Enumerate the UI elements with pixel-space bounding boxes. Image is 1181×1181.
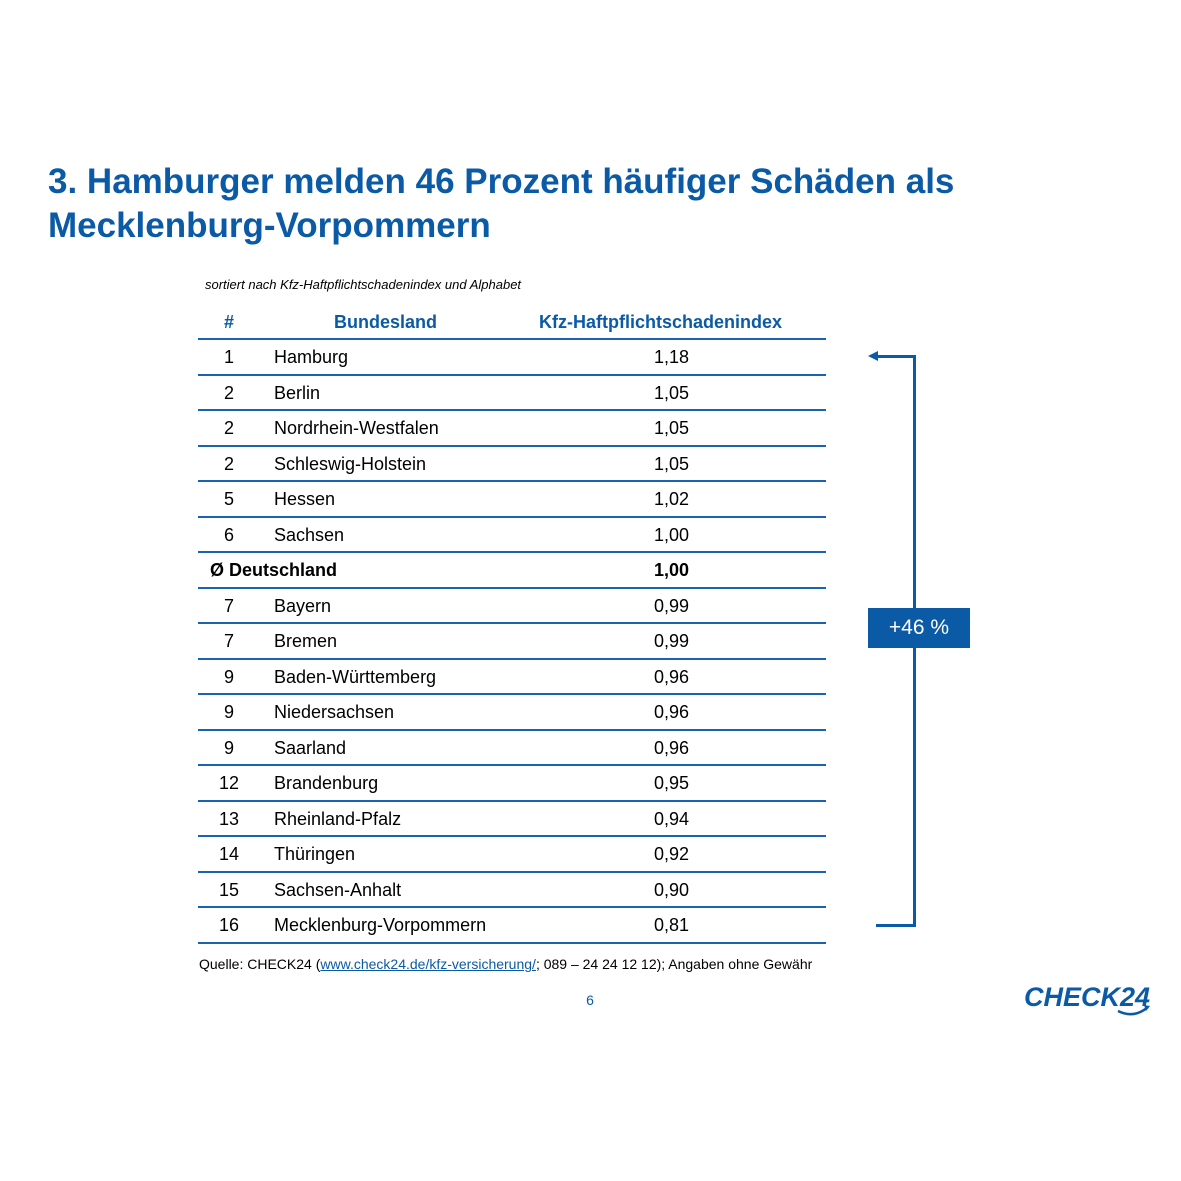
cell-index: 0,95 [654, 773, 690, 793]
cell-rank: 9 [223, 702, 234, 722]
table-row: 7 Bayern 0,99 [198, 589, 826, 624]
header-rank: # [223, 312, 234, 332]
table-row: 6 Sachsen 1,00 [198, 518, 826, 553]
cell-index: 1,02 [654, 489, 690, 509]
cell-rank: 1 [223, 347, 234, 367]
table-row: 1 Hamburg 1,18 [198, 340, 826, 376]
table-row: 16 Mecklenburg-Vorpommern 0,81 [198, 908, 826, 944]
cell-index: 0,99 [654, 631, 690, 651]
cell-index: 0,81 [654, 915, 690, 935]
cell-rank: 12 [218, 773, 240, 793]
cell-bundesland: Berlin [274, 382, 321, 403]
source-suffix: ; 089 – 24 24 12 12); Angaben ohne Gewäh… [535, 956, 813, 972]
cell-bundesland: Niedersachsen [274, 702, 395, 722]
source-link[interactable]: www.check24.de/kfz-versicherung/ [320, 956, 536, 972]
cell-rank: 2 [223, 418, 234, 438]
cell-bundesland: Hamburg [274, 347, 349, 367]
page-title: 3. Hamburger melden 46 Prozent häufiger … [48, 162, 955, 245]
cell-rank: 7 [223, 631, 234, 651]
table-body: 1 Hamburg 1,18 2 Berlin 1,05 2 Nordrhein-Westfa… [198, 340, 826, 944]
table-row: 12 Brandenburg 0,95 [198, 766, 826, 802]
cell-bundesland: Brandenburg [274, 773, 379, 793]
cell-bundesland: Bremen [274, 631, 338, 651]
cell-index: 1,00 [654, 560, 690, 580]
table-row: 2 Nordrhein-Westfalen 1,05 [198, 411, 826, 447]
cell-rank: 9 [223, 737, 234, 758]
cell-bundesland: Rheinland-Pfalz [274, 808, 402, 829]
table-row: 5 Hessen 1,02 [198, 482, 826, 518]
bracket-top [876, 355, 916, 358]
table-row: 9 Baden-Württemberg 0,96 [198, 660, 826, 695]
cell-index: 1,05 [654, 382, 690, 403]
table-subtitle: sortiert nach Kfz-Haftpflichtschadeninde… [205, 277, 522, 292]
cell-index: 1,18 [654, 347, 690, 367]
cell-index: 0,90 [654, 879, 690, 900]
table-row: 13 Rheinland-Pfalz 0,94 [198, 802, 826, 837]
cell-bundesland: Ø Deutschland [210, 560, 338, 580]
cell-bundesland: Schleswig-Holstein [274, 453, 427, 474]
cell-bundesland: Thüringen [274, 844, 356, 864]
cell-rank: 2 [223, 382, 234, 403]
cell-index: 0,96 [654, 666, 690, 687]
cell-index: 1,05 [654, 453, 690, 474]
table-row: 14 Thüringen 0,92 [198, 837, 826, 873]
table-row: 2 Berlin 1,05 [198, 376, 826, 411]
table-row: 9 Niedersachsen 0,96 [198, 695, 826, 731]
cell-index: 0,94 [654, 808, 690, 829]
check24-logo: CHECK24 [1024, 982, 1150, 1016]
cell-rank: 5 [223, 489, 234, 509]
table-row: 9 Saarland 0,96 [198, 731, 826, 766]
table-row: 7 Bremen 0,99 [198, 624, 826, 660]
table-row-average: Ø Deutschland 1,00 [198, 553, 826, 589]
cell-rank: 13 [218, 808, 240, 829]
cell-index: 1,00 [654, 524, 690, 545]
ranking-table: # Bundesland Kfz-Haftpflichtschadenindex… [198, 304, 826, 944]
cell-bundesland: Baden-Württemberg [274, 666, 437, 687]
cell-index: 0,96 [654, 702, 690, 722]
cell-bundesland: Sachsen-Anhalt [274, 879, 402, 900]
cell-rank: 7 [223, 595, 234, 616]
cell-rank: 15 [218, 879, 240, 900]
cell-bundesland: Saarland [274, 737, 347, 758]
cell-rank: 6 [223, 524, 234, 545]
cell-bundesland: Sachsen [274, 524, 345, 545]
cell-index: 1,05 [654, 418, 690, 438]
cell-bundesland: Mecklenburg-Vorpommern [274, 915, 487, 935]
header-index: Kfz-Haftpflichtschadenindex [539, 312, 783, 332]
header-bundesland: Bundesland [334, 312, 438, 332]
table-row: 2 Schleswig-Holstein 1,05 [198, 447, 826, 482]
cell-rank: 14 [218, 844, 240, 864]
cell-rank: 16 [218, 915, 240, 935]
source-note: Quelle: CHECK24 (www.check24.de/kfz-vers… [199, 956, 812, 972]
table-row: 15 Sachsen-Anhalt 0,90 [198, 873, 826, 908]
cell-index: 0,92 [654, 844, 690, 864]
bracket-bottom [876, 924, 916, 927]
cell-index: 0,99 [654, 595, 690, 616]
table-header: # Bundesland Kfz-Haftpflichtschadenindex [198, 304, 826, 340]
difference-badge: +46 % [868, 608, 970, 648]
page-number: 6 [586, 992, 594, 1008]
cell-bundesland: Bayern [274, 595, 332, 616]
cell-bundesland: Nordrhein-Westfalen [274, 418, 439, 438]
logo-swoosh-tip [1144, 1005, 1150, 1011]
source-prefix: Quelle: CHECK24 ( [199, 956, 321, 972]
cell-index: 0,96 [654, 737, 690, 758]
logo-text: CHECK24 [1024, 982, 1150, 1012]
cell-rank: 2 [223, 453, 234, 474]
cell-rank: 9 [223, 666, 234, 687]
cell-bundesland: Hessen [274, 489, 336, 509]
arrow-left-icon [868, 351, 878, 361]
